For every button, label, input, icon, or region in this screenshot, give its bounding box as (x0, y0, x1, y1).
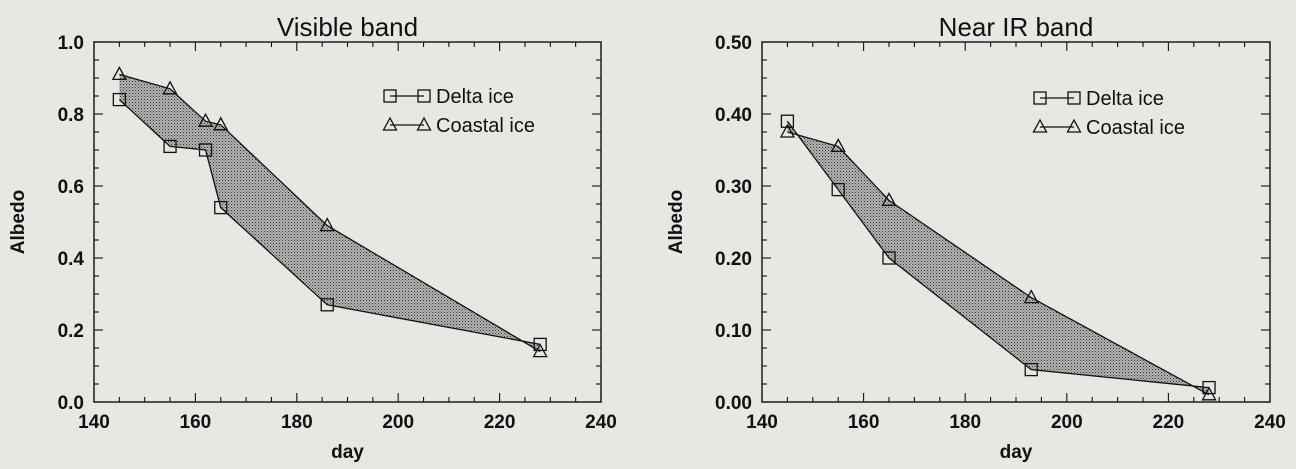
y-tick-label: 0.10 (715, 321, 752, 342)
legend-triangle-marker (1032, 118, 1048, 133)
data-point-square (198, 143, 213, 157)
series-line-1 (786, 120, 1210, 389)
x-tick-label: 240 (585, 412, 617, 433)
data-point-square (1202, 380, 1216, 395)
y-tick-label: 0.6 (58, 177, 84, 198)
legend-label: Coastal ice (1086, 117, 1185, 139)
x-tick-label: 240 (1254, 412, 1286, 433)
data-point-triangle (162, 80, 178, 95)
shaded-band (787, 121, 1210, 395)
y-tick-label: 0.20 (715, 249, 752, 270)
data-point-triangle (830, 138, 846, 153)
legend-entry: Delta ice (383, 86, 514, 108)
x-tick-label: 160 (180, 412, 212, 433)
data-point-square (780, 114, 795, 128)
data-point-triangle (1201, 386, 1217, 401)
data-point-triangle (111, 66, 127, 81)
y-tick-label: 0.8 (58, 105, 84, 126)
data-point-triangle (1023, 289, 1039, 304)
y-tick-label: 1.0 (58, 33, 84, 54)
data-point-square (533, 337, 547, 352)
chart-panel-2: 140 160 180 200 220 240 0.00 0.10 0.20 0.30 0.40 0.… (666, 12, 1286, 463)
x-axis-label: day (331, 442, 364, 463)
series-line-2 (787, 131, 1210, 396)
legend-entry: Coastal ice (382, 115, 535, 137)
y-tick-label: 0.2 (58, 321, 84, 342)
y-tick-label: 0.4 (58, 249, 85, 270)
x-tick-label: 200 (1051, 412, 1083, 433)
x-tick-label: 160 (848, 412, 880, 433)
chart-title: Visible band (277, 12, 418, 42)
x-tick-label: 140 (746, 412, 778, 433)
data-point-square (163, 139, 177, 154)
x-tick-label: 200 (382, 412, 414, 433)
y-tick-label: 0.30 (715, 177, 752, 198)
data-point-square (831, 182, 845, 197)
x-tick-label: 140 (78, 412, 110, 433)
chart-panel-1: 140 160 180 200 220 240 0.0 0.2 0.4 0.6 0.8 1.0 Visi… (8, 12, 617, 463)
data-point-triangle (881, 192, 897, 207)
legend-label: Delta ice (1086, 88, 1164, 110)
legend-triangle-marker (416, 116, 432, 131)
y-tick-label: 0.00 (715, 393, 752, 414)
data-point-square (214, 200, 228, 215)
data-point-triangle (779, 123, 795, 138)
legend-square-marker (417, 89, 431, 103)
series-line-1 (118, 99, 541, 346)
x-tick-label: 220 (484, 412, 516, 433)
y-axis-label: Albedo (8, 190, 29, 254)
legend-entry: Delta ice (1033, 88, 1164, 110)
data-point-square (1024, 362, 1038, 377)
data-point-triangle (197, 112, 214, 127)
data-point-square (320, 298, 334, 312)
data-point-triangle (532, 343, 548, 358)
legend-entry: Coastal ice (1032, 117, 1185, 139)
y-axis-label: Albedo (666, 190, 687, 254)
legend-triangle-marker (382, 116, 398, 131)
x-tick-label: 180 (281, 412, 313, 433)
data-point-triangle (319, 217, 335, 232)
y-tick-label: 0.0 (58, 393, 84, 414)
shaded-band (119, 74, 541, 352)
data-point-square (882, 251, 896, 265)
chart-title: Near IR band (939, 12, 1094, 42)
legend-triangle-marker (1066, 118, 1082, 133)
data-point-square (112, 92, 126, 107)
legend-square-marker (1067, 91, 1081, 105)
x-tick-label: 220 (1153, 412, 1185, 433)
legend-label: Coastal ice (436, 115, 535, 137)
legend-square-marker (383, 89, 397, 103)
y-tick-label: 0.50 (715, 33, 752, 54)
series-line-2 (119, 73, 541, 353)
legend-square-marker (1033, 91, 1047, 105)
y-tick-label: 0.40 (715, 105, 752, 126)
x-tick-label: 180 (949, 412, 981, 433)
data-point-triangle (213, 116, 229, 131)
legend-label: Delta ice (436, 86, 514, 108)
x-axis-label: day (1000, 442, 1033, 463)
